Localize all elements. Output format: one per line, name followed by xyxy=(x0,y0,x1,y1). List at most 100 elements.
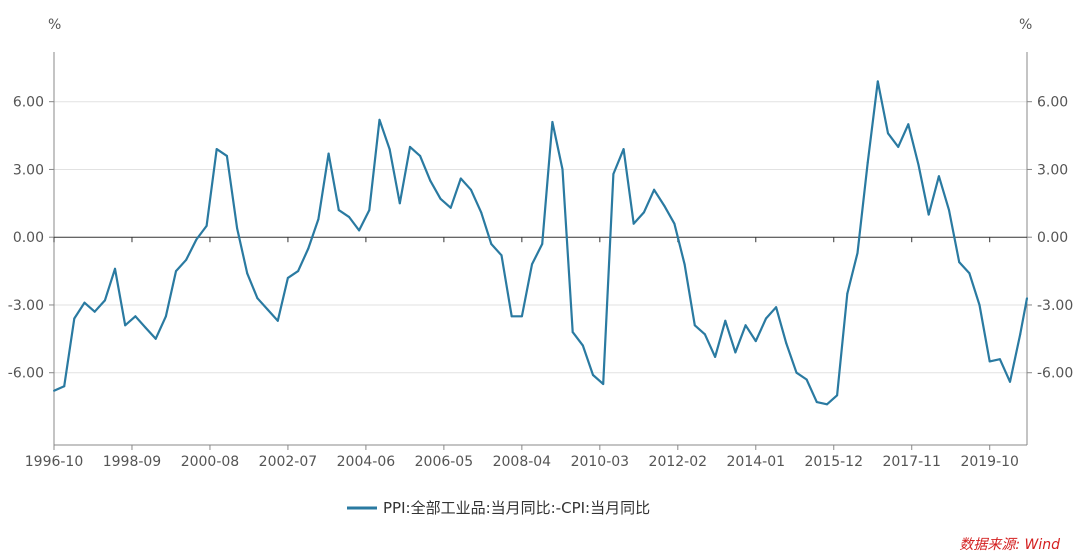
y-tick-label-right: 3.00 xyxy=(1037,162,1068,178)
x-tick-label: 2000-08 xyxy=(181,454,240,470)
data-point xyxy=(988,360,991,363)
y-tick-label-left: -6.00 xyxy=(8,366,44,382)
data-point xyxy=(510,315,513,318)
data-point xyxy=(622,148,625,151)
data-point xyxy=(480,211,483,214)
data-point xyxy=(795,371,798,374)
series-line xyxy=(53,80,1029,406)
data-point xyxy=(388,148,391,151)
data-point xyxy=(419,154,422,157)
y-tick-label-left: 0.00 xyxy=(13,230,44,246)
data-point xyxy=(205,224,208,227)
data-point xyxy=(470,188,472,191)
data-point xyxy=(53,389,55,392)
data-point xyxy=(907,123,910,126)
x-tick-label: 2010-03 xyxy=(571,454,630,470)
data-point xyxy=(846,292,849,295)
series-layer xyxy=(53,80,1029,406)
data-point xyxy=(215,148,218,151)
data-source-note: 数据来源: Wind xyxy=(959,537,1060,553)
data-point xyxy=(693,324,696,327)
y-tick-label-left: -3.00 xyxy=(8,298,44,314)
x-tick-label: 1998-09 xyxy=(103,454,162,470)
data-point xyxy=(958,261,961,264)
gridlines xyxy=(54,101,1027,374)
y-tick-label-right: 0.00 xyxy=(1037,230,1068,246)
legend[interactable]: PPI:全部工业品:当月同比:-CPI:当月同比 xyxy=(347,499,650,517)
data-point xyxy=(154,337,157,340)
y-tick-label-right: 6.00 xyxy=(1037,95,1068,111)
data-point xyxy=(164,315,167,318)
y-tick-label-right: -3.00 xyxy=(1037,298,1073,314)
data-point xyxy=(1009,380,1011,383)
data-point xyxy=(378,118,381,121)
data-point xyxy=(236,227,239,230)
data-point xyxy=(805,378,808,381)
x-tick-label: 2004-06 xyxy=(337,454,396,470)
data-point xyxy=(327,152,330,155)
data-point xyxy=(917,163,920,166)
data-point xyxy=(63,385,66,388)
data-point xyxy=(83,301,86,304)
x-tick-label: 1996-10 xyxy=(25,454,84,470)
data-point xyxy=(785,342,788,345)
data-point xyxy=(744,324,747,327)
y-unit-left: % xyxy=(48,17,61,33)
data-point xyxy=(714,355,717,358)
axes xyxy=(49,52,1032,450)
data-point xyxy=(103,299,106,302)
data-point xyxy=(948,209,950,212)
data-point xyxy=(612,173,615,175)
data-point xyxy=(866,161,869,164)
data-point xyxy=(927,213,930,216)
y-tick-label-left: 3.00 xyxy=(13,162,44,178)
data-point xyxy=(358,229,361,232)
data-point xyxy=(754,340,757,343)
data-point xyxy=(571,331,574,334)
data-point xyxy=(1026,297,1028,300)
data-point xyxy=(703,333,706,336)
x-tick-label: 2002-07 xyxy=(259,454,318,470)
data-point xyxy=(602,383,605,385)
data-point xyxy=(449,206,452,209)
data-point xyxy=(195,238,198,241)
data-point xyxy=(653,188,656,191)
data-point xyxy=(297,270,300,273)
data-point xyxy=(520,315,523,318)
data-point xyxy=(459,177,462,180)
data-point xyxy=(114,267,116,270)
data-point xyxy=(144,326,147,329)
data-point xyxy=(561,168,564,171)
data-point xyxy=(663,204,666,207)
legend-label: PPI:全部工业品:当月同比:-CPI:当月同比 xyxy=(383,499,650,517)
data-point xyxy=(398,202,401,205)
data-point xyxy=(134,315,137,318)
data-point xyxy=(185,258,188,261)
data-point xyxy=(307,247,310,250)
data-point xyxy=(266,308,269,311)
data-point xyxy=(592,374,594,376)
data-point xyxy=(500,254,503,257)
data-point xyxy=(683,263,686,266)
x-tick-label: 2008-04 xyxy=(493,454,552,470)
data-point xyxy=(348,215,350,218)
data-point xyxy=(541,243,544,245)
data-point xyxy=(409,145,411,148)
x-tick-label: 2006-05 xyxy=(415,454,474,470)
data-point xyxy=(734,351,737,354)
data-point xyxy=(775,306,778,309)
data-point xyxy=(642,211,645,214)
data-point xyxy=(429,179,432,182)
data-point xyxy=(93,310,96,313)
data-point xyxy=(581,344,584,347)
y-unit-right: % xyxy=(1019,17,1032,33)
data-point xyxy=(73,317,76,320)
x-tick-label: 2012-02 xyxy=(649,454,708,470)
data-point xyxy=(632,222,635,225)
data-point xyxy=(937,175,940,178)
x-tick-label: 2015-12 xyxy=(805,454,864,470)
data-point xyxy=(856,252,859,254)
data-point xyxy=(531,263,533,266)
data-point xyxy=(439,197,442,200)
